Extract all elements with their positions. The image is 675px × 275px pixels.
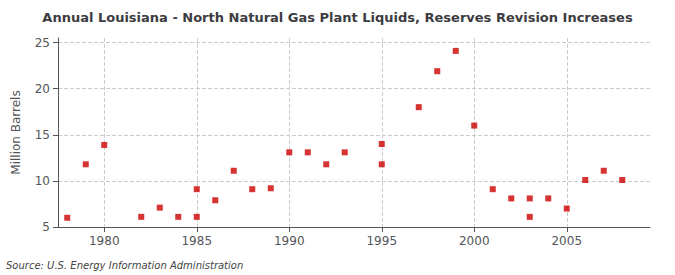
svg-text:1980: 1980 [89,234,120,248]
svg-text:10: 10 [35,174,50,188]
svg-text:2005: 2005 [551,234,582,248]
svg-text:5: 5 [42,220,50,234]
svg-text:Million Barrels: Million Barrels [9,90,23,174]
svg-text:Annual Louisiana - North Natur: Annual Louisiana - North Natural Gas Pla… [42,10,633,25]
svg-text:1995: 1995 [366,234,397,248]
svg-text:2000: 2000 [459,234,490,248]
svg-text:Source: U.S. Energy Informatio: Source: U.S. Energy Information Administ… [6,260,243,271]
svg-text:1985: 1985 [181,234,212,248]
svg-text:20: 20 [35,82,50,96]
svg-text:25: 25 [35,36,50,50]
svg-text:1990: 1990 [274,234,305,248]
svg-text:15: 15 [35,128,50,142]
